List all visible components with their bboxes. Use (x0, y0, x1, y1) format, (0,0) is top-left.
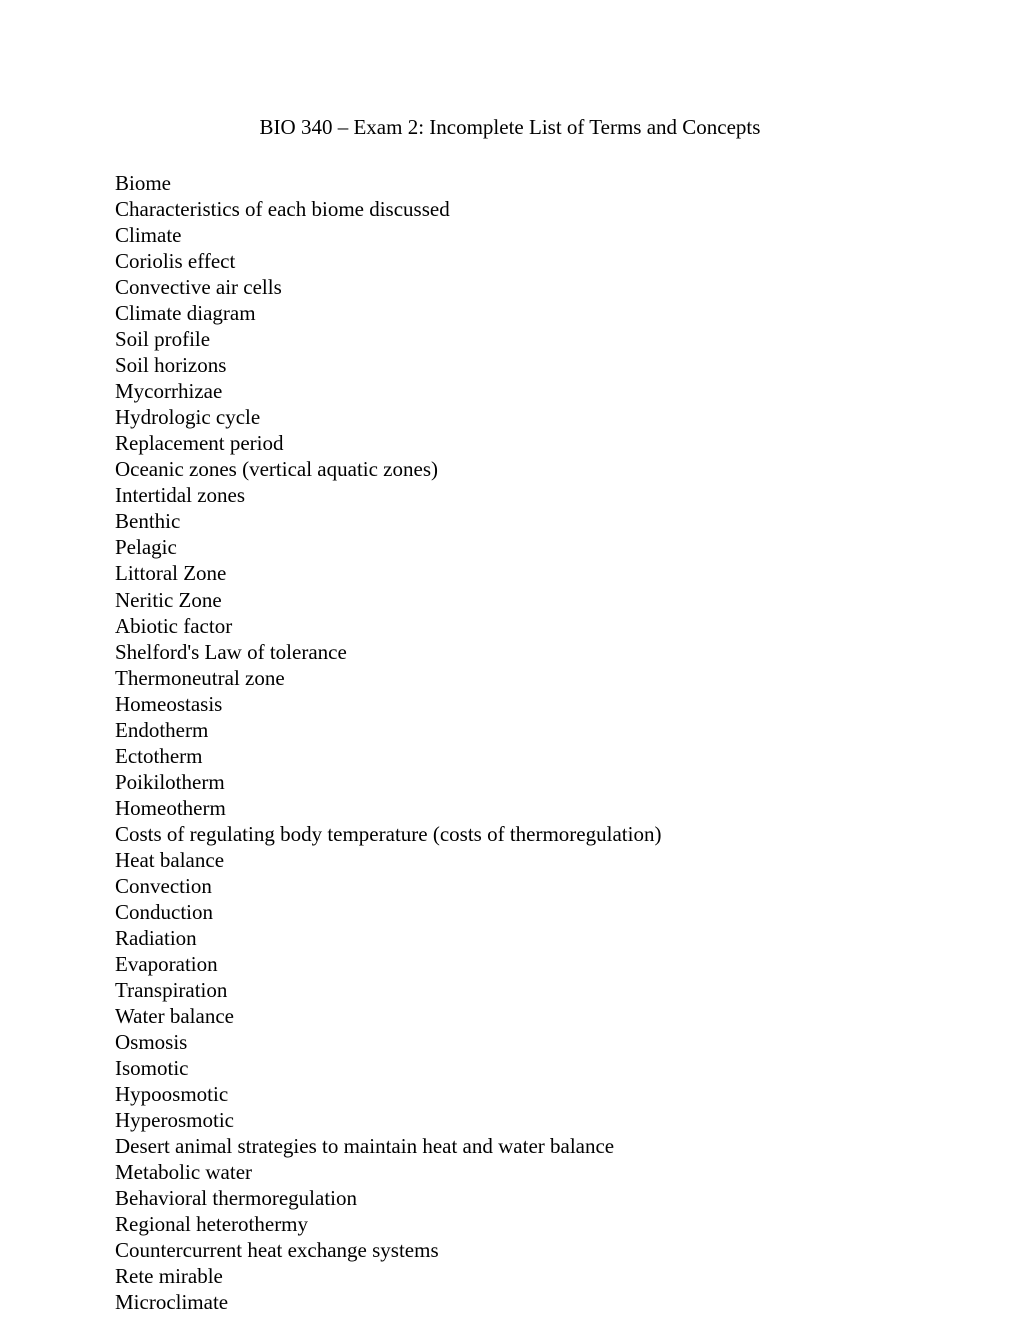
term-item: Intertidal zones (115, 482, 905, 508)
term-item: Poikilotherm (115, 769, 905, 795)
term-item: Soil horizons (115, 352, 905, 378)
term-item: Hypoosmotic (115, 1081, 905, 1107)
document-title: BIO 340 – Exam 2: Incomplete List of Ter… (115, 115, 905, 140)
term-item: Hyperosmotic (115, 1107, 905, 1133)
term-item: Rete mirable (115, 1263, 905, 1289)
term-item: Transpiration (115, 977, 905, 1003)
term-item: Osmosis (115, 1029, 905, 1055)
term-item: Shelford's Law of tolerance (115, 639, 905, 665)
term-item: Costs of regulating body temperature (co… (115, 821, 905, 847)
term-item: Climate diagram (115, 300, 905, 326)
term-item: Soil profile (115, 326, 905, 352)
term-item: Pelagic (115, 534, 905, 560)
term-item: Homeostasis (115, 691, 905, 717)
term-item: Oceanic zones (vertical aquatic zones) (115, 456, 905, 482)
term-item: Neritic Zone (115, 587, 905, 613)
term-item: Benthic (115, 508, 905, 534)
term-item: Regional heterothermy (115, 1211, 905, 1237)
term-item: Climate (115, 222, 905, 248)
term-item: Endotherm (115, 717, 905, 743)
terms-list: Biome Characteristics of each biome disc… (115, 170, 905, 1315)
term-item: Countercurrent heat exchange systems (115, 1237, 905, 1263)
term-item: Littoral Zone (115, 560, 905, 586)
term-item: Conduction (115, 899, 905, 925)
term-item: Abiotic factor (115, 613, 905, 639)
term-item: Homeotherm (115, 795, 905, 821)
term-item: Thermoneutral zone (115, 665, 905, 691)
term-item: Isomotic (115, 1055, 905, 1081)
term-item: Coriolis effect (115, 248, 905, 274)
term-item: Evaporation (115, 951, 905, 977)
term-item: Characteristics of each biome discussed (115, 196, 905, 222)
term-item: Behavioral thermoregulation (115, 1185, 905, 1211)
term-item: Ectotherm (115, 743, 905, 769)
term-item: Hydrologic cycle (115, 404, 905, 430)
term-item: Radiation (115, 925, 905, 951)
term-item: Water balance (115, 1003, 905, 1029)
term-item: Heat balance (115, 847, 905, 873)
term-item: Biome (115, 170, 905, 196)
term-item: Metabolic water (115, 1159, 905, 1185)
term-item: Replacement period (115, 430, 905, 456)
term-item: Desert animal strategies to maintain hea… (115, 1133, 905, 1159)
term-item: Convection (115, 873, 905, 899)
term-item: Mycorrhizae (115, 378, 905, 404)
term-item: Microclimate (115, 1289, 905, 1315)
term-item: Convective air cells (115, 274, 905, 300)
